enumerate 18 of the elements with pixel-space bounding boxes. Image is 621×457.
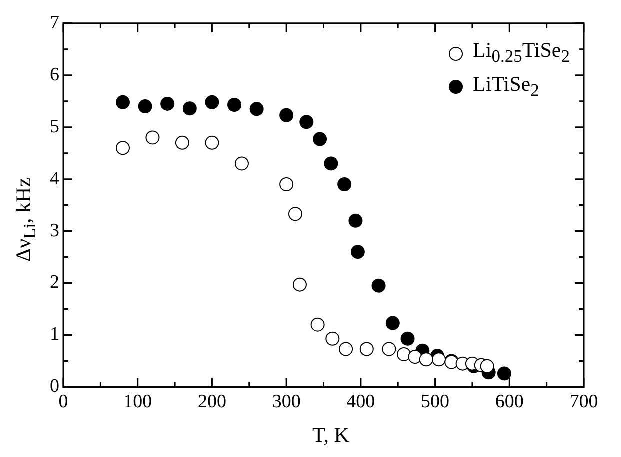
y-tick-label: 2 [50, 272, 60, 294]
x-tick-label: 600 [495, 392, 524, 413]
x-tick-label: 400 [346, 392, 376, 413]
y-tick-label: 1 [50, 324, 60, 346]
legend-label: LiTiSe$_{2}$ [473, 70, 540, 102]
x-tick-label: 200 [198, 392, 226, 413]
y-tick-label: 0 [50, 376, 60, 398]
x-tick-label: 300 [272, 392, 301, 413]
x-axis-title: T, K [312, 423, 350, 448]
y-tick-label: 4 [50, 168, 60, 190]
y-tick-label: 6 [50, 64, 60, 86]
y-tick-label: 3 [50, 220, 60, 242]
y-tick-label: 7 [50, 12, 60, 34]
x-tick-label: 700 [570, 392, 598, 413]
y-tick-label: 5 [50, 116, 60, 138]
legend-label: Li$_{0.25}$TiSe$_{2}$ [473, 37, 570, 69]
x-tick-label: 500 [421, 392, 450, 413]
x-tick-label: 100 [124, 392, 152, 413]
